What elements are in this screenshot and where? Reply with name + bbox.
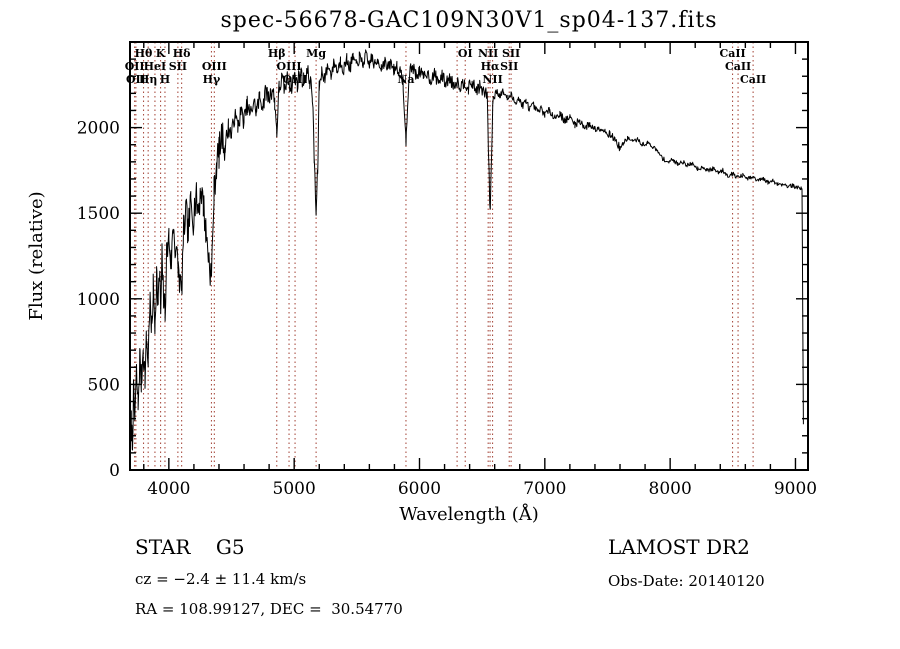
- x-tick-label: 9000: [774, 479, 817, 499]
- y-tick-label: 1000: [77, 290, 120, 310]
- spectral-line-label: OIII: [283, 73, 308, 86]
- spectral-line-label: SII: [169, 60, 187, 73]
- spectral-line-label: SII: [500, 60, 518, 73]
- spectral-line-label: Hα: [481, 60, 500, 73]
- classification-text: STAR G5: [135, 535, 245, 559]
- spectral-line-label: Hδ: [173, 47, 191, 60]
- plot-frame: [129, 41, 809, 471]
- spectral-line-label: NII: [478, 47, 498, 60]
- spectral-line-label: OIII: [277, 60, 302, 73]
- spectral-line-label: Na: [397, 73, 414, 86]
- spectral-line-label: Hγ: [203, 73, 221, 86]
- spectral-line-label: SII: [502, 47, 520, 60]
- x-tick-label: 7000: [523, 479, 566, 499]
- spectral-line-label: CaII: [725, 60, 751, 73]
- spectrum-plot: 4000 5000 6000 7000 8000 9000 0 500 1000 1500 2000…: [26, 41, 817, 525]
- x-tick-label: 8000: [649, 479, 692, 499]
- y-tick-label: 0: [109, 461, 120, 481]
- spectral-line-label: H: [160, 73, 170, 86]
- spectral-line-label: CaII: [719, 47, 745, 60]
- spectral-line-label: OIII: [202, 60, 227, 73]
- y-tick-label: 1500: [77, 204, 120, 224]
- x-axis-label: Wavelength (Å): [399, 503, 539, 525]
- y-axis-label: Flux (relative): [26, 191, 47, 320]
- spectral-line-label: Mg: [306, 47, 326, 60]
- spectral-line-label: CaII: [740, 73, 766, 86]
- spectrum-path: [129, 49, 804, 466]
- spectral-line-label: OI: [458, 47, 473, 60]
- figure-title: spec-56678-GAC109N30V1_sp04-137.fits: [220, 8, 718, 33]
- x-tick-label: 4000: [147, 479, 190, 499]
- obs-date-text: Obs-Date: 20140120: [608, 572, 765, 590]
- x-tick-label: 5000: [273, 479, 316, 499]
- spectral-line-label: HeI: [144, 60, 167, 73]
- spectral-line-label: Hη: [139, 73, 157, 86]
- spectral-line-label: Hθ: [135, 47, 153, 60]
- y-tick-label: 500: [88, 375, 120, 395]
- spectral-line-label: OII: [126, 73, 146, 86]
- radec-text: RA = 108.99127, DEC = 30.54770: [135, 600, 403, 618]
- survey-text: LAMOST DR2: [608, 535, 750, 559]
- spectral-line-label: NII: [482, 73, 502, 86]
- spectral-line-label: OII: [125, 60, 145, 73]
- spectral-line-label: K: [156, 47, 166, 60]
- y-tick-label: 2000: [77, 119, 120, 139]
- x-tick-label: 6000: [398, 479, 441, 499]
- cz-text: cz = −2.4 ± 11.4 km/s: [135, 570, 307, 588]
- spectral-line-label: Hβ: [268, 47, 286, 60]
